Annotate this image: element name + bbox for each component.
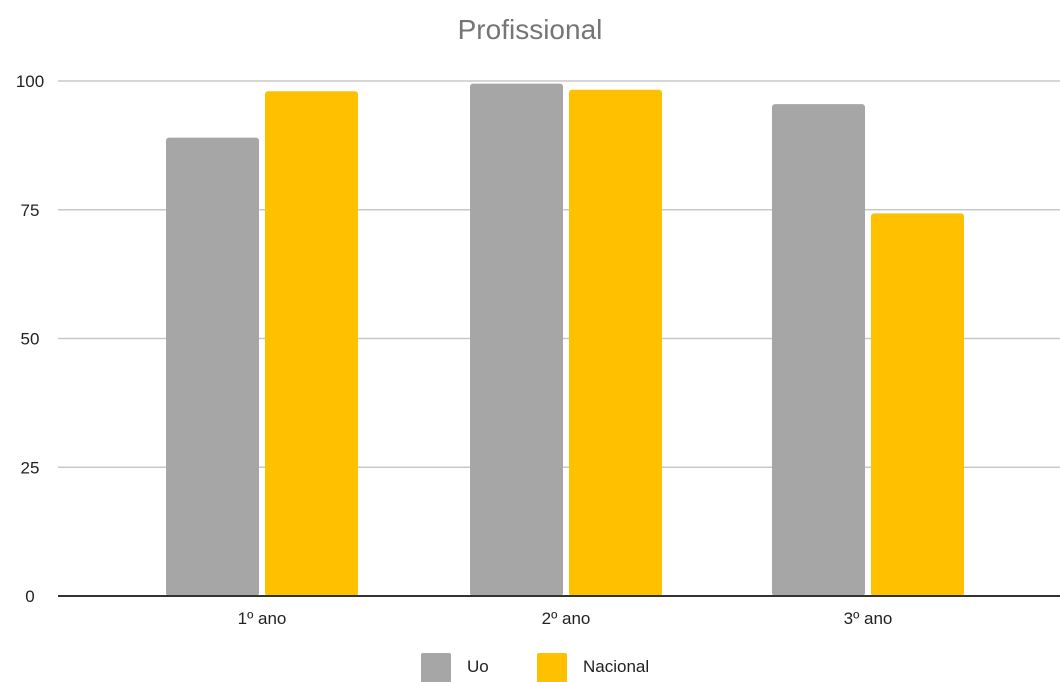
- chart-title: Profissional: [457, 14, 603, 45]
- bars: [166, 83, 964, 597]
- bar-uo-2: [470, 83, 563, 596]
- bar-uo-1: [166, 137, 259, 596]
- legend-swatch-uo: [421, 653, 451, 682]
- bar-nacional-1: [265, 91, 358, 597]
- legend-label-nacional: Nacional: [583, 657, 649, 676]
- x-tick-label: 2º ano: [542, 609, 591, 628]
- bar-nacional-3: [871, 213, 964, 597]
- y-tick-label: 75: [21, 201, 40, 220]
- legend-swatch-nacional: [537, 653, 567, 682]
- y-tick-label: 0: [25, 587, 34, 606]
- y-axis-ticks: 0 25 50 75 100: [16, 72, 44, 606]
- legend: Uo Nacional: [421, 653, 649, 682]
- x-tick-label: 1º ano: [238, 609, 287, 628]
- legend-label-uo: Uo: [467, 657, 489, 676]
- y-tick-label: 25: [21, 458, 40, 477]
- x-axis-ticks: 1º ano 2º ano 3º ano: [238, 609, 893, 628]
- bar-nacional-2: [569, 89, 662, 596]
- y-tick-label: 50: [21, 330, 40, 349]
- x-tick-label: 3º ano: [844, 609, 893, 628]
- bar-uo-3: [772, 104, 865, 597]
- y-tick-label: 100: [16, 72, 44, 91]
